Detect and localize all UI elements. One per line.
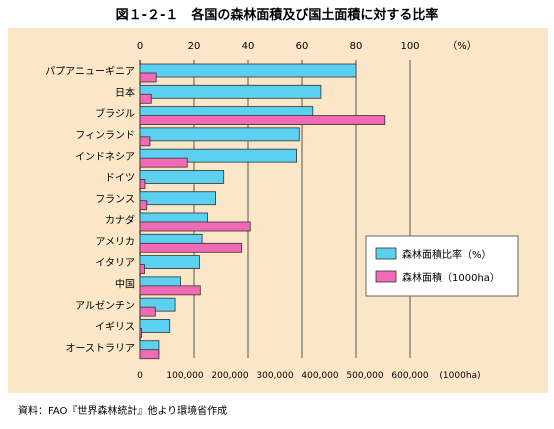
top-axis-tick-label: 40 <box>242 41 255 52</box>
category-label: アルゼンチン <box>75 300 135 312</box>
category-label: 日本 <box>115 86 135 99</box>
chart-title: 図１-２-１ 各国の森林面積及び国土面積に対する比率 <box>115 8 439 23</box>
bar-forest-area <box>139 349 160 360</box>
category-label: カナダ <box>105 214 135 227</box>
bar-forest-area <box>139 264 145 274</box>
bottom-axis-tick-label: 200,000 <box>211 371 248 381</box>
category-label: ブラジル <box>95 107 135 120</box>
bar-forest-area <box>139 93 152 104</box>
category-label: オーストラリア <box>66 342 136 354</box>
bottom-axis-tick-label: 0 <box>137 371 143 381</box>
top-axis-tick-label: 60 <box>296 41 309 52</box>
bar-forest-area <box>139 328 142 338</box>
source-note: 資料：FAO『世界森林統計』他より環境省作成 <box>18 406 228 417</box>
bottom-axis-tick-label: 300,000 <box>256 371 293 381</box>
bar-forest-ratio <box>139 127 300 142</box>
bar-forest-area <box>139 221 251 232</box>
category-label: イギリス <box>95 321 135 333</box>
bar-forest-area <box>139 242 243 253</box>
bottom-axis-tick-label: 400,000 <box>301 371 338 381</box>
legend-swatch-ratio <box>375 247 397 260</box>
legend-label-ratio: 森林面積比率（%） <box>402 248 492 261</box>
top-axis-tick-label: 100 <box>400 41 419 52</box>
category-label: パプアニューギニア <box>45 66 135 78</box>
bottom-axis-tick-label: 100,000 <box>166 371 203 381</box>
category-label: フランス <box>95 193 135 205</box>
category-label: 中国 <box>115 278 135 291</box>
category-label: ドイツ <box>105 173 135 184</box>
top-axis-tick-label: 0 <box>137 41 143 52</box>
bar-forest-area <box>139 200 148 211</box>
legend-swatch-area <box>375 270 397 283</box>
bar-forest-ratio <box>139 63 357 78</box>
chart-svg: 0 20 40 60 80 100 （%） 0 100,000 200,000 300,000 400… <box>45 40 519 381</box>
category-label: アメリカ <box>96 236 136 248</box>
bar-forest-ratio <box>139 255 200 269</box>
legend-box <box>365 235 519 297</box>
bar-forest-area <box>139 179 146 189</box>
bar-forest-ratio <box>139 84 322 99</box>
category-label: フィンランド <box>75 130 135 142</box>
bar-forest-area <box>139 115 386 125</box>
bottom-axis-tick-label: 500,000 <box>346 371 383 381</box>
bar-forest-area <box>139 306 156 317</box>
bar-forest-ratio <box>139 170 225 184</box>
category-label: イタリア <box>95 257 135 269</box>
category-label: インドネシア <box>75 151 135 163</box>
bottom-axis-tick-label: 600,000 <box>391 371 428 381</box>
legend-label-area: 森林面積（1000ha） <box>402 271 500 284</box>
bar-forest-area <box>139 157 188 168</box>
top-axis-unit-label: （%） <box>447 40 477 52</box>
top-axis-tick-label: 80 <box>350 41 363 52</box>
bar-forest-ratio <box>139 319 171 333</box>
chart-panel: 0 20 40 60 80 100 （%） 0 100,000 200,000 300,000 400… <box>8 28 548 393</box>
bottom-axis-unit-label: (1000ha) <box>439 371 480 381</box>
top-axis-tick-label: 20 <box>188 41 201 52</box>
bar-forest-area <box>139 136 151 147</box>
bar-forest-area <box>139 72 157 83</box>
bar-forest-ratio <box>139 191 216 206</box>
bar-forest-area <box>139 285 201 296</box>
